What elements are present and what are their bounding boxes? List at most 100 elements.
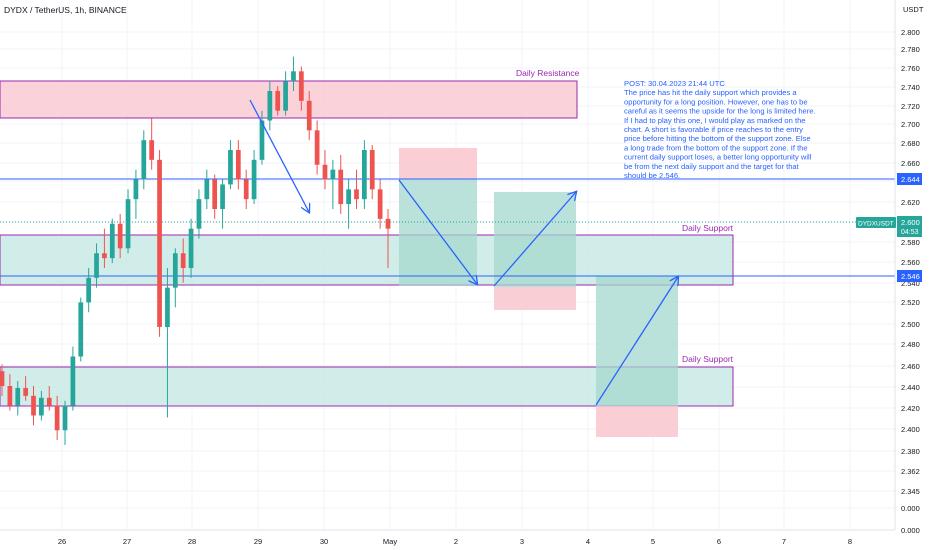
note-line: POST: 30.04.2023 21:44 UTC <box>624 79 725 88</box>
price-tick-label: 2.780 <box>901 45 920 54</box>
time-tick-label: 5 <box>651 537 655 546</box>
level-badge-upper: 2.644 <box>897 173 922 185</box>
candle <box>7 374 13 411</box>
candle <box>377 179 383 229</box>
note-line: be from the next daily support and the t… <box>624 162 800 171</box>
note-line: careful as it seems the upside for the l… <box>624 107 816 116</box>
note-line: should be 2.546. <box>624 171 680 180</box>
price-tick-label: 2.540 <box>901 279 920 288</box>
time-tick-label: May <box>383 537 397 546</box>
arrow-up-2 <box>595 277 678 406</box>
note-line: price before hitting the bottom of the s… <box>624 134 811 143</box>
candle <box>306 91 312 141</box>
candle <box>275 86 281 116</box>
arrow-down-1 <box>249 99 309 212</box>
candle <box>78 297 84 362</box>
last-price-badge: 2.600 04:53 <box>897 216 922 237</box>
candle <box>338 154 344 214</box>
long2-stop-box[interactable] <box>596 406 678 437</box>
note-line: current daily support loses, a better lo… <box>624 153 812 162</box>
candle <box>15 381 21 416</box>
note-line: The price has hit the daily support whic… <box>624 88 797 97</box>
price-tick-label: 2.740 <box>901 83 920 92</box>
candle <box>70 346 76 411</box>
note-line: chart. A short is favorable if price rea… <box>624 125 803 134</box>
short-stop-box[interactable] <box>399 148 477 179</box>
time-tick-label: 3 <box>520 537 524 546</box>
level-badge-upper-text: 2.644 <box>901 175 920 184</box>
time-tick-label: 26 <box>58 537 66 546</box>
time-axis[interactable]: 26 27 28 29 30 May 2 3 4 5 6 7 8 <box>0 529 895 546</box>
candle <box>196 189 202 239</box>
candle <box>149 118 155 170</box>
candle <box>298 66 304 111</box>
note-line: opportunity for a long position. However… <box>624 97 808 106</box>
candle <box>102 228 107 268</box>
candle <box>346 179 351 229</box>
candle <box>180 238 186 283</box>
candle <box>0 364 5 396</box>
candle <box>330 159 336 209</box>
candle <box>212 174 218 219</box>
price-tick-label: 2.345 <box>901 487 920 496</box>
price-tick-label: 2.580 <box>901 238 920 247</box>
price-tick-label: 2.440 <box>901 383 920 392</box>
price-axis[interactable]: USDT 2.800 2.780 2.760 2.740 2.720 2.700 2.680… <box>894 0 924 535</box>
price-tick-label: 2.460 <box>901 362 920 371</box>
candle <box>267 81 273 131</box>
support-zone-lower-label: Daily Support <box>682 354 734 364</box>
price-tick-label: 2.362 <box>901 467 920 476</box>
candle <box>39 390 44 421</box>
countdown-text: 04:53 <box>901 229 919 236</box>
time-tick-label: 28 <box>188 537 196 546</box>
price-tick-label: 2.680 <box>901 139 920 148</box>
price-tick-label: 2.520 <box>901 298 920 307</box>
price-tick-label: 2.720 <box>901 102 920 111</box>
time-tick-label: 7 <box>782 537 786 546</box>
candle <box>314 120 320 175</box>
daily-resistance-zone[interactable] <box>0 80 578 119</box>
last-price-text: 2.600 <box>901 218 920 227</box>
price-tick-label: 2.420 <box>901 404 920 413</box>
candle <box>54 395 60 441</box>
candle <box>228 140 233 190</box>
price-tick-label: 2.800 <box>901 28 920 37</box>
candle <box>204 169 210 209</box>
candle <box>117 213 123 259</box>
symbol-title[interactable]: DYDX / TetherUS, 1h, BINANCE <box>4 5 127 15</box>
support-zone-upper-label: Daily Support <box>682 223 734 233</box>
price-tick-label: 2.620 <box>901 198 920 207</box>
candle <box>322 150 328 190</box>
level-badge-lower: 2.546 <box>897 270 922 282</box>
candle <box>46 386 52 411</box>
candle <box>133 169 139 219</box>
price-tick-label: 2.760 <box>901 64 920 73</box>
note-line: a long trade from the bottom of the supp… <box>624 143 808 152</box>
time-tick-label: 6 <box>717 537 721 546</box>
candle <box>109 218 115 264</box>
ticker-badge[interactable]: DYDXUSDT <box>856 217 896 228</box>
trade-setups <box>399 148 678 437</box>
candle <box>31 386 36 426</box>
candle <box>243 169 249 209</box>
time-tick-label: 30 <box>320 537 328 546</box>
time-tick-label: 4 <box>586 537 590 546</box>
price-tick-label: 2.700 <box>901 120 920 129</box>
candle <box>283 71 288 116</box>
candle <box>188 218 194 278</box>
candle <box>86 268 92 313</box>
arrow-up-1 <box>493 192 576 287</box>
candle <box>220 179 225 229</box>
currency-label: USDT <box>903 5 924 14</box>
candle <box>251 150 257 205</box>
candle <box>94 243 99 288</box>
note-line: If I had to play this one, I would play … <box>624 116 806 125</box>
time-tick-labels: 26 27 28 29 30 May 2 3 4 5 6 7 8 <box>58 537 852 546</box>
candle <box>259 110 265 165</box>
long-stop-box[interactable] <box>494 287 576 310</box>
price-tick-label: 0.000 <box>901 504 920 513</box>
candle <box>362 140 367 209</box>
level-badge-lower-text: 2.546 <box>901 272 920 281</box>
